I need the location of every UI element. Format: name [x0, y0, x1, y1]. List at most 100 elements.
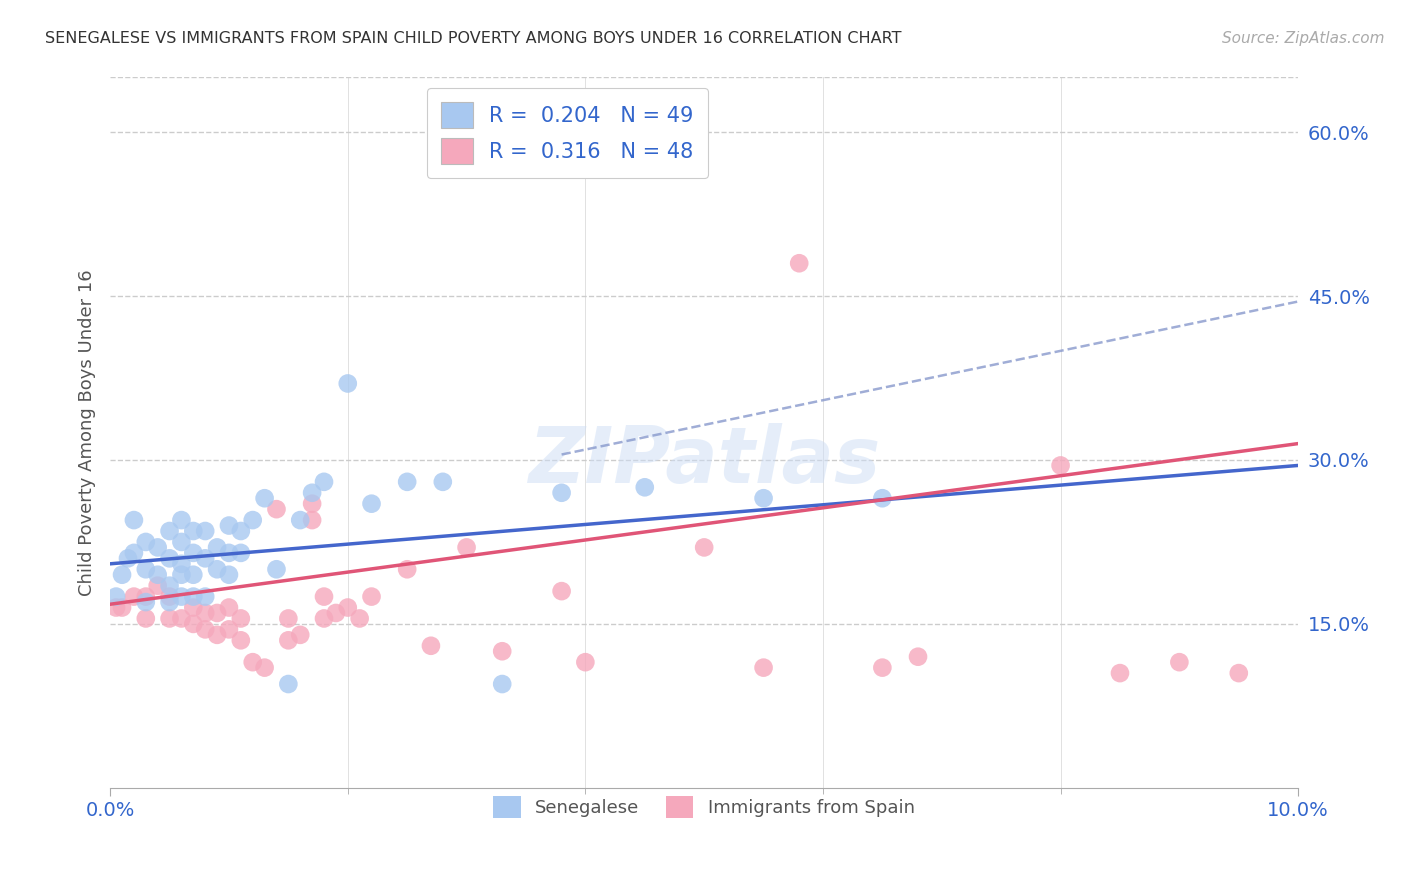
Point [194, 524, 217, 538]
Point [146, 579, 169, 593]
Point [205, 628, 228, 642]
Point [194, 590, 217, 604]
Point [312, 611, 335, 625]
Point [111, 600, 134, 615]
Point [336, 376, 359, 391]
Point [229, 524, 252, 538]
Point [752, 660, 775, 674]
Point [419, 639, 441, 653]
Point [159, 579, 181, 593]
Point [135, 595, 157, 609]
Point [301, 485, 323, 500]
Point [550, 584, 572, 599]
Point [170, 567, 193, 582]
Point [170, 611, 193, 625]
Point [290, 628, 312, 642]
Point [170, 590, 193, 604]
Point [1109, 666, 1132, 681]
Point [432, 475, 454, 489]
Point [491, 644, 513, 658]
Point [229, 546, 252, 560]
Point [205, 541, 228, 555]
Point [194, 623, 217, 637]
Point [325, 606, 347, 620]
Point [907, 649, 929, 664]
Point [170, 513, 193, 527]
Point [253, 491, 276, 506]
Point [122, 513, 145, 527]
Point [396, 475, 419, 489]
Point [266, 562, 288, 576]
Point [218, 518, 240, 533]
Point [105, 600, 128, 615]
Point [146, 541, 169, 555]
Text: ZIPatlas: ZIPatlas [529, 423, 880, 499]
Point [312, 475, 335, 489]
Point [336, 600, 359, 615]
Point [159, 524, 181, 538]
Point [242, 655, 264, 669]
Point [194, 606, 217, 620]
Point [122, 546, 145, 560]
Point [205, 562, 228, 576]
Point [301, 513, 323, 527]
Point [787, 256, 810, 270]
Text: Source: ZipAtlas.com: Source: ZipAtlas.com [1222, 31, 1385, 46]
Point [360, 590, 382, 604]
Point [181, 616, 204, 631]
Point [181, 600, 204, 615]
Point [693, 541, 716, 555]
Point [194, 551, 217, 566]
Point [266, 502, 288, 516]
Point [181, 567, 204, 582]
Point [159, 590, 181, 604]
Point [122, 590, 145, 604]
Point [360, 497, 382, 511]
Text: SENEGALESE VS IMMIGRANTS FROM SPAIN CHILD POVERTY AMONG BOYS UNDER 16 CORRELATIO: SENEGALESE VS IMMIGRANTS FROM SPAIN CHIL… [45, 31, 901, 46]
Point [349, 611, 371, 625]
Point [135, 590, 157, 604]
Point [170, 535, 193, 549]
Point [181, 546, 204, 560]
Point [872, 660, 894, 674]
Point [456, 541, 478, 555]
Point [135, 611, 157, 625]
Point [135, 535, 157, 549]
Point [312, 590, 335, 604]
Point [242, 513, 264, 527]
Point [159, 551, 181, 566]
Point [1049, 458, 1071, 473]
Point [159, 595, 181, 609]
Point [752, 491, 775, 506]
Point [218, 567, 240, 582]
Point [290, 513, 312, 527]
Point [170, 557, 193, 571]
Y-axis label: Child Poverty Among Boys Under 16: Child Poverty Among Boys Under 16 [79, 269, 96, 596]
Point [218, 623, 240, 637]
Point [229, 633, 252, 648]
Point [301, 497, 323, 511]
Point [277, 677, 299, 691]
Point [218, 546, 240, 560]
Point [550, 485, 572, 500]
Point [218, 600, 240, 615]
Point [277, 611, 299, 625]
Point [574, 655, 596, 669]
Point [205, 606, 228, 620]
Point [253, 660, 276, 674]
Point [105, 590, 128, 604]
Point [1227, 666, 1250, 681]
Point [117, 551, 139, 566]
Point [146, 567, 169, 582]
Point [277, 633, 299, 648]
Point [111, 567, 134, 582]
Point [135, 562, 157, 576]
Point [181, 524, 204, 538]
Point [396, 562, 419, 576]
Point [181, 590, 204, 604]
Point [872, 491, 894, 506]
Point [229, 611, 252, 625]
Point [159, 611, 181, 625]
Point [1168, 655, 1191, 669]
Point [634, 480, 657, 494]
